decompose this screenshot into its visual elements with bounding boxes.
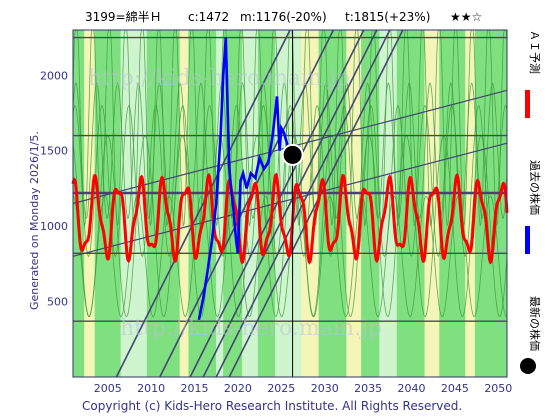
header-rating: ★★☆ (450, 10, 482, 24)
band-18 (424, 30, 440, 377)
y-axis-ticks: 500 1000 1500 2000 (40, 69, 68, 308)
x-tick-2020: 2020 (224, 382, 252, 395)
legend-swatch-past (525, 226, 530, 254)
x-axis-ticks: 2005 2010 2015 2020 2025 2030 2035 2040 2045 2050 (94, 382, 513, 395)
watermark: http://kids-hero.main.jp (88, 66, 350, 91)
legend-swatch-ai (525, 90, 530, 118)
x-tick-2030: 2030 (311, 382, 339, 395)
y-tick-2000: 2000 (40, 69, 68, 82)
trend-line-1 (159, 29, 335, 378)
header-mid: m:1176(-20%) (240, 10, 327, 24)
legend: ＡＩ予測 過去の株価 最新の株価 (520, 30, 542, 374)
latest-price-marker (281, 30, 304, 377)
x-tick-2050: 2050 (484, 382, 512, 395)
y-tick-500: 500 (47, 296, 68, 309)
legend-label-ai: ＡＩ予測 (528, 30, 542, 74)
y-tick-1500: 1500 (40, 145, 68, 158)
y-tick-1000: 1000 (40, 220, 68, 233)
latest-price-dot (281, 143, 304, 166)
trend-line-shallow-low (72, 142, 508, 257)
ai-prediction-line (71, 172, 509, 265)
past-price-path (197, 37, 292, 320)
band-5 (179, 30, 189, 377)
header-target: t:1815(+23%) (345, 10, 430, 24)
trend-line-5 (228, 29, 404, 378)
plot-frame (72, 29, 508, 378)
x-tick-2025: 2025 (267, 382, 295, 395)
legend-label-past: 過去の株価 (528, 160, 542, 215)
legend-label-latest: 最新の株価 (528, 296, 542, 351)
watermark-lower: http://kids-hero.main.jp (120, 316, 382, 341)
trend-line-3 (202, 29, 378, 378)
band-12 (301, 30, 319, 377)
x-tick-2035: 2035 (354, 382, 382, 395)
past-price-line (197, 37, 292, 320)
band-7 (216, 30, 224, 377)
x-tick-2015: 2015 (181, 382, 209, 395)
band-3 (120, 30, 147, 377)
legend-swatch-latest (520, 358, 536, 374)
x-tick-2005: 2005 (94, 382, 122, 395)
x-tick-2045: 2045 (441, 382, 469, 395)
band-20 (465, 30, 475, 377)
x-tick-2040: 2040 (398, 382, 426, 395)
header-stock: 3199=綿半Ｈ (85, 10, 162, 24)
generated-date: Generated on Monday 2026/1/5. (28, 131, 41, 310)
trend-line-0 (115, 29, 291, 378)
ai-prediction-path (71, 172, 509, 265)
x-tick-2010: 2010 (137, 382, 165, 395)
header-current: c:1472 (188, 10, 229, 24)
copyright: Copyright (c) Kids-Hero Research Institu… (82, 399, 462, 413)
band-1 (84, 30, 95, 377)
